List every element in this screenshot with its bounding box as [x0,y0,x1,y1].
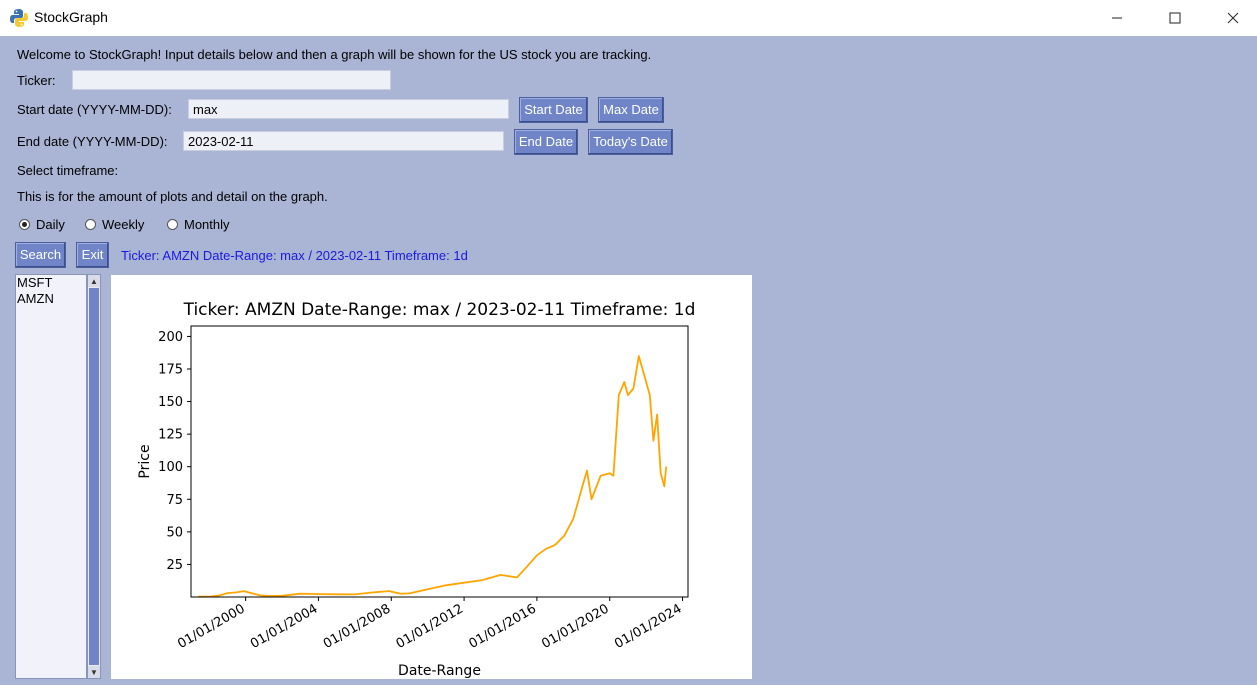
list-item[interactable]: MSFT [17,275,53,290]
scroll-up-button[interactable]: ▲ [88,275,100,287]
title-bar: StockGraph [0,0,1257,36]
x-tick-label: 01/01/2008 [321,601,393,651]
arrow-down-icon: ▼ [90,667,98,677]
max-date-button[interactable]: Max Date [598,97,664,123]
scroll-thumb[interactable] [89,288,99,665]
plot-frame [190,325,689,598]
end-date-input[interactable]: 2023-02-11 [183,131,504,151]
x-tick-label: 01/01/2016 [466,601,538,651]
series-line [198,355,668,598]
x-tick-label: 01/01/2024 [612,601,684,651]
y-axis-label: Price [137,444,153,478]
start-date-input[interactable]: max [188,99,509,119]
timeframe-radio-weekly[interactable]: Weekly [85,217,144,232]
python-app-icon [10,9,28,27]
chart-canvas: Ticker: AMZN Date-Range: max / 2023-02-1… [111,275,752,679]
timeframe-radio-daily[interactable]: Daily [19,217,65,232]
search-button[interactable]: Search [15,242,66,268]
end-date-label: End date (YYYY-MM-DD): [17,134,168,149]
exit-button[interactable]: Exit [76,242,109,268]
y-tick-label: 200 [158,330,183,345]
radio-unselected-icon [167,219,178,230]
status-text: Ticker: AMZN Date-Range: max / 2023-02-1… [121,248,468,263]
radio-label: Weekly [102,217,145,232]
y-tick-label: 25 [166,558,183,573]
start-date-label: Start date (YYYY-MM-DD): [17,102,172,117]
radio-label: Monthly [184,217,230,232]
x-tick-label: 01/01/2012 [394,601,466,651]
chart-title: Ticker: AMZN Date-Range: max / 2023-02-1… [183,300,696,320]
radio-unselected-icon [85,219,96,230]
start-date-button[interactable]: Start Date [519,97,588,123]
timeframe-label: Select timeframe: [17,163,119,178]
y-tick-label: 125 [158,428,183,443]
y-tick-label: 75 [166,493,183,508]
ticker-label: Ticker: [17,73,56,88]
x-tick-label: 01/01/2004 [248,601,320,651]
window-title: StockGraph [34,9,108,25]
minimize-button[interactable] [1088,0,1146,36]
radio-selected-icon [19,219,30,230]
x-axis-label: Date-Range [398,663,481,679]
list-item[interactable]: AMZN [17,291,54,306]
welcome-text: Welcome to StockGraph! Input details bel… [17,47,652,62]
maximize-button[interactable] [1146,0,1204,36]
scroll-down-button[interactable]: ▼ [88,666,100,678]
maximize-icon [1169,12,1181,24]
timeframe-radio-monthly[interactable]: Monthly [167,217,230,232]
x-tick-label: 01/01/2020 [539,601,611,651]
radio-label: Daily [36,217,65,232]
y-tick-label: 150 [158,395,183,410]
history-listbox[interactable]: MSFT AMZN [15,274,87,679]
minimize-icon [1112,17,1122,19]
x-tick-label: 01/01/2000 [175,601,247,651]
ticker-input[interactable] [72,70,391,90]
y-tick-label: 50 [166,525,183,540]
arrow-up-icon: ▲ [90,276,98,286]
history-scrollbar[interactable]: ▲ ▼ [87,274,101,679]
y-tick-label: 100 [158,460,183,475]
close-button[interactable] [1204,0,1257,36]
price-chart: Ticker: AMZN Date-Range: max / 2023-02-1… [137,300,696,679]
y-tick-label: 175 [158,362,183,377]
todays-date-button[interactable]: Today's Date [588,129,673,155]
close-icon [1227,12,1239,24]
timeframe-note: This is for the amount of plots and deta… [17,189,328,204]
end-date-button[interactable]: End Date [514,129,578,155]
